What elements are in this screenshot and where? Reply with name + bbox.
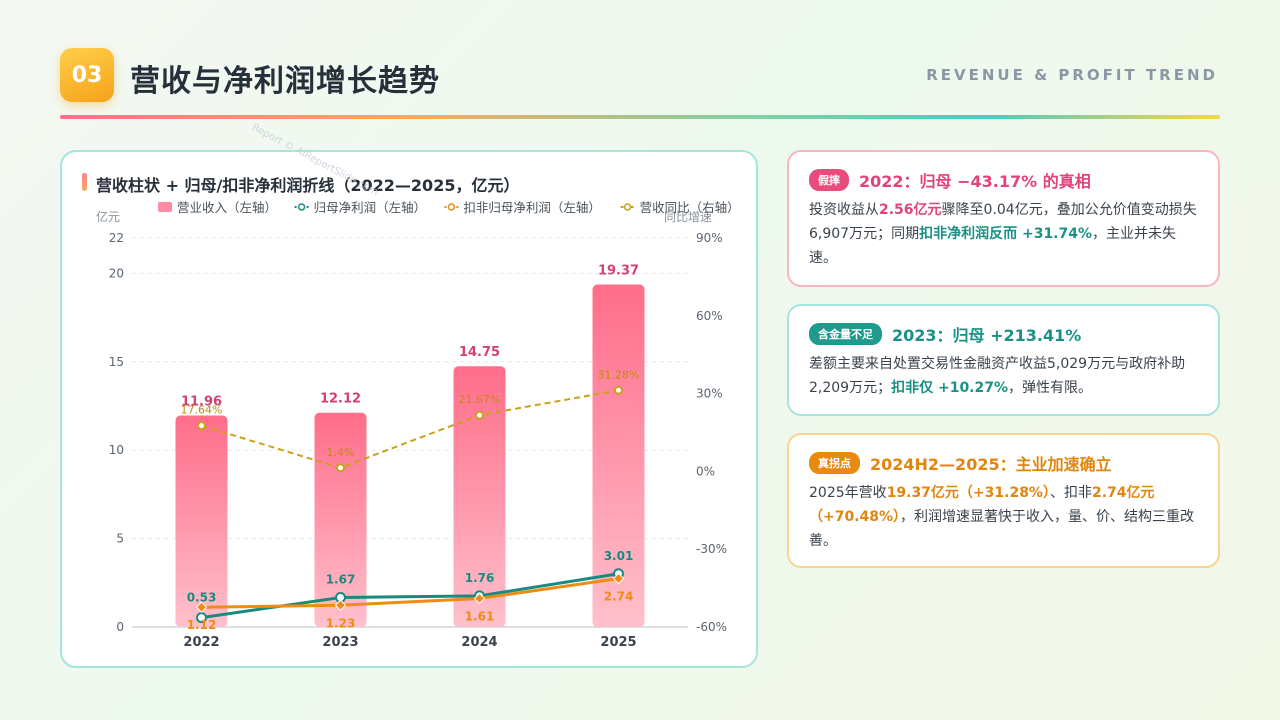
- card-tag: 假摔: [809, 169, 849, 191]
- revenue-bar: [453, 366, 506, 627]
- revenue-bar: [314, 412, 367, 627]
- left-axis-tick-label: 20: [109, 266, 124, 280]
- right-axis-tick-label: -60%: [696, 620, 727, 634]
- left-axis-tick-label: 5: [116, 532, 124, 546]
- data-point-marker: [614, 385, 623, 395]
- insight-card-2022: 假摔 2022：归母 −43.17% 的真相 投资收益从2.56亿元骤降至0.0…: [787, 150, 1220, 287]
- bar-value-label: 19.37: [598, 264, 639, 279]
- header-divider: [60, 115, 1220, 119]
- x-axis-category-label: 2022: [183, 635, 219, 650]
- line-value-label: 21.67%: [459, 393, 501, 406]
- data-point-marker: [612, 572, 625, 585]
- page-title: 营收与净利润增长趋势: [130, 64, 440, 99]
- legend-label: 营业收入（左轴）: [177, 200, 277, 215]
- data-point-marker: [336, 463, 345, 473]
- card-body: 差额主要来自处置交易性金融资产收益5,029万元与政府补助2,209万元；扣非仅…: [809, 352, 1198, 400]
- line-value-label: 2.74: [604, 590, 634, 604]
- body-text: ，利润增速显著快于收入，量、价、结构三重改善。: [809, 509, 1195, 549]
- right-axis-tick-label: 60%: [696, 309, 723, 323]
- data-point-marker: [334, 599, 347, 611]
- line-value-label: 0.53: [187, 591, 217, 605]
- card-title: 2024H2—2025：主业加速确立: [870, 455, 1112, 474]
- line-value-label: 1.23: [326, 616, 356, 630]
- left-axis-tick-label: 15: [109, 355, 124, 369]
- section-number-badge: 03: [60, 48, 114, 102]
- x-axis-category-label: 2023: [322, 635, 358, 650]
- card-tag: 含金量不足: [809, 323, 882, 345]
- left-axis-tick-label: 10: [109, 443, 124, 457]
- profit-line: [201, 572, 619, 620]
- legend-marker: [297, 203, 306, 211]
- line-value-label: 1.67: [326, 572, 356, 586]
- line-value-label: 3.01: [604, 549, 634, 563]
- line-value-label: 31.28%: [598, 368, 640, 381]
- card-title: 2023：归母 +213.41%: [892, 326, 1082, 345]
- card-body: 投资收益从2.56亿元骤降至0.04亿元，叠加公允价值变动损失6,907万元；同…: [809, 198, 1198, 270]
- right-axis-tick-label: 0%: [696, 464, 715, 478]
- highlight-text: 扣非净利润反而 +31.74%: [919, 226, 1093, 242]
- insight-card-2023: 含金量不足 2023：归母 +213.41% 差额主要来自处置交易性金融资产收益…: [787, 304, 1220, 416]
- x-axis-category-label: 2025: [600, 635, 636, 650]
- data-point-marker: [197, 421, 206, 431]
- data-point-marker: [473, 592, 486, 605]
- line-value-label: 1.12: [187, 618, 217, 632]
- data-point-marker: [195, 601, 208, 613]
- highlight-text: 扣非仅 +10.27%: [891, 380, 1009, 396]
- right-axis-tick-label: 30%: [696, 387, 723, 401]
- bar-value-label: 14.75: [459, 345, 500, 360]
- body-text: 2025年营收: [809, 485, 887, 501]
- x-axis-category-label: 2024: [461, 635, 497, 650]
- body-text: ，弹性有限。: [1008, 380, 1093, 396]
- card-body: 2025年营收19.37亿元（+31.28%）、扣非2.74亿元（+70.48%…: [809, 481, 1198, 553]
- page-subtitle-en: REVENUE & PROFIT TREND: [926, 66, 1218, 84]
- highlight-text: 19.37亿元（+31.28%）: [886, 485, 1050, 501]
- card-tag: 真拐点: [809, 452, 860, 474]
- left-axis-tick-label: 0: [116, 620, 124, 634]
- insight-card-2025: 真拐点 2024H2—2025：主业加速确立 2025年营收19.37亿元（+3…: [787, 433, 1220, 568]
- line-value-label: 1.76: [465, 571, 495, 585]
- body-text: 投资收益从: [809, 202, 879, 218]
- line-value-label: 1.61: [465, 610, 495, 624]
- legend-label: 营收同比（右轴）: [640, 200, 740, 215]
- legend-swatch: [158, 202, 172, 212]
- left-axis-tick-label: 22: [109, 231, 124, 245]
- right-axis-tick-label: -30%: [696, 542, 727, 556]
- card-title: 2022：归母 −43.17% 的真相: [859, 172, 1091, 191]
- right-axis-label: 同比增速: [664, 210, 712, 224]
- body-text: ，主业并未失速。: [809, 226, 1177, 266]
- legend-marker: [623, 203, 632, 211]
- left-axis-label: 亿元: [96, 209, 120, 224]
- bar-value-label: 11.96: [181, 395, 222, 410]
- revenue-bar: [175, 415, 228, 627]
- highlight-text: 2.74亿元（+70.48%）: [809, 485, 1155, 525]
- chart-title: 营收柱状 + 归母/扣非净利润折线（2022—2025，亿元）: [82, 172, 519, 196]
- legend-label: 扣非归母净利润（左轴）: [463, 200, 601, 215]
- profit-line: [201, 577, 619, 609]
- body-text: 差额主要来自处置交易性金融资产收益5,029万元与政府补助2,209万元；: [809, 356, 1186, 396]
- line-value-label: 17.64%: [181, 404, 223, 417]
- right-axis-tick-label: 90%: [696, 231, 723, 245]
- data-point-marker: [475, 410, 484, 420]
- highlight-text: 2.56亿元: [879, 202, 942, 218]
- body-text: 、扣非: [1049, 485, 1092, 501]
- revenue-bar: [592, 284, 645, 627]
- bar-value-label: 12.12: [320, 392, 361, 407]
- line-value-label: 1.4%: [327, 446, 355, 459]
- data-point-marker: [196, 612, 207, 624]
- yoy-growth-line: [201, 389, 619, 469]
- legend-label: 归母净利润（左轴）: [314, 200, 427, 215]
- body-text: 骤降至0.04亿元，叠加公允价值变动损失6,907万元；同期: [809, 202, 1197, 242]
- legend-marker: [447, 203, 456, 211]
